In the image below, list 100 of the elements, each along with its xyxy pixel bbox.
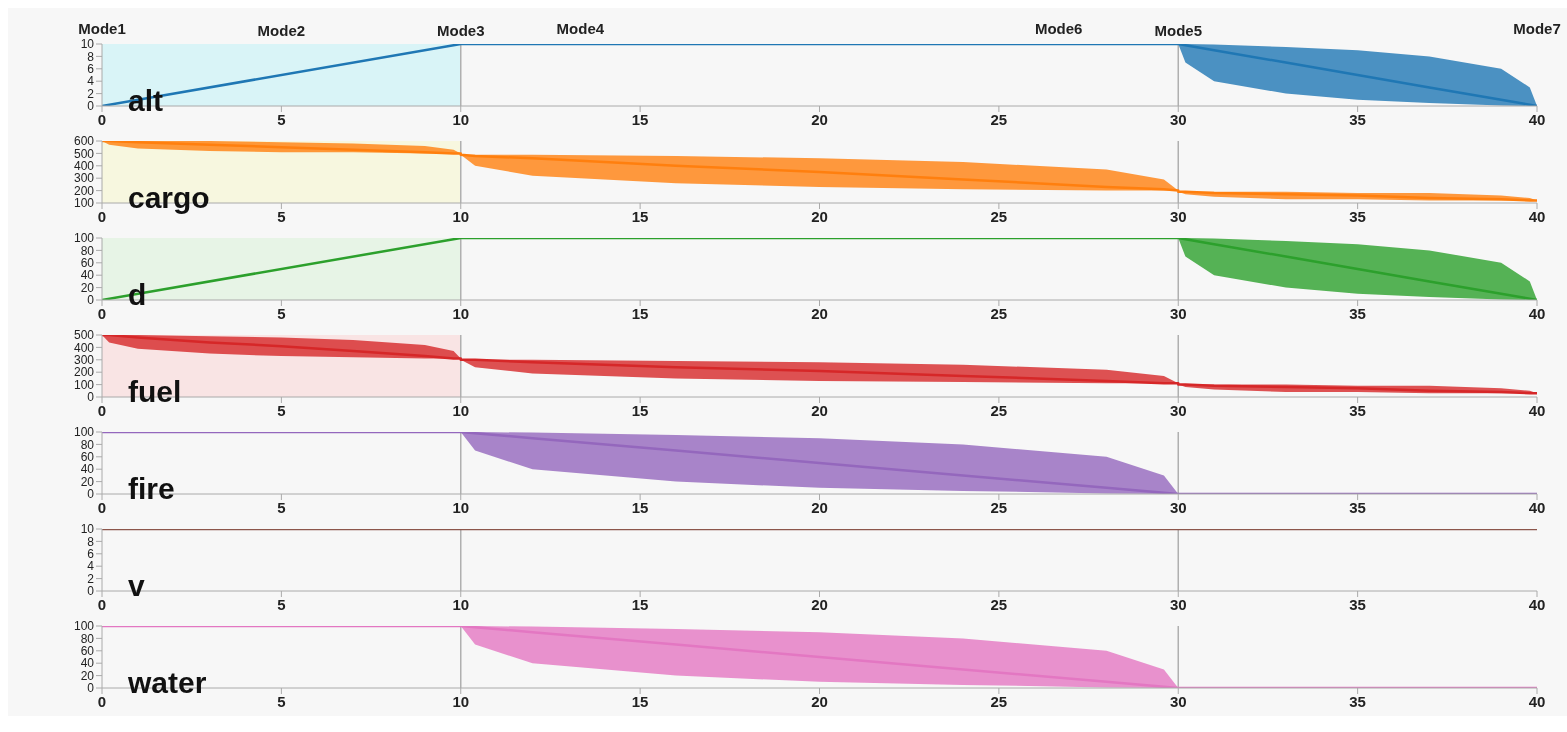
y-tick-label: 100 [73,377,95,392]
x-tick-label: 5 [277,304,286,322]
x-tick-label: 35 [1349,498,1366,516]
y-tick-label: 300 [73,171,95,186]
x-tick-label: 35 [1349,304,1366,322]
x-tick-label: 40 [1528,595,1546,613]
x-tick-label: 5 [277,110,286,128]
y-tick-label: 20 [80,668,95,683]
y-tick-label: 6 [87,547,95,562]
x-tick-label: 10 [452,110,470,128]
y-tick-label: 300 [73,353,95,368]
text: Mode4 [555,20,606,38]
x-tick-label: 15 [631,595,649,613]
y-tick-label: 2 [87,571,95,586]
y-tick-label: 100 [73,619,95,634]
y-tick-label: 400 [73,340,95,355]
x-tick-label: 40 [1528,304,1546,322]
x-tick-label: 20 [811,110,828,128]
y-tick-label: 500 [73,146,95,161]
y-tick-label: 0 [87,487,95,502]
y-tick-label: 400 [73,159,95,174]
x-tick-label: 35 [1349,595,1366,613]
x-tick-label: 10 [452,304,470,322]
x-tick-label: 20 [811,595,828,613]
y-tick-label: 8 [87,534,95,549]
y-tick-label: 8 [87,49,95,64]
x-tick-label: 25 [990,304,1008,322]
x-tick-label: 35 [1349,207,1366,225]
x-tick-label: 25 [990,401,1008,419]
text: water [128,666,207,699]
x-tick-label: 10 [452,692,470,710]
y-tick-label: 80 [80,631,95,646]
x-tick-label: 5 [277,498,286,516]
y-tick-label: 0 [87,584,95,599]
x-tick-label: 15 [631,304,649,322]
x-tick-label: 30 [1169,401,1187,419]
y-tick-label: 20 [80,474,95,489]
y-tick-label: 0 [87,390,95,405]
y-tick-label: 20 [80,280,95,295]
text: v [128,569,145,602]
x-tick-label: 30 [1169,595,1187,613]
text: fire [128,472,175,505]
y-tick-label: 60 [80,644,95,659]
y-tick-label: 600 [73,134,95,149]
x-tick-label: 15 [631,692,649,710]
x-tick-label: 25 [990,110,1008,128]
x-tick-label: 25 [990,207,1008,225]
y-tick-label: 60 [80,256,95,271]
text: Mode1 [77,20,127,38]
x-tick-label: 20 [811,207,828,225]
y-tick-label: 0 [87,293,95,308]
x-tick-label: 10 [452,595,470,613]
x-tick-label: 10 [452,401,470,419]
y-tick-label: 10 [80,522,95,537]
x-tick-label: 20 [811,401,828,419]
y-tick-label: 100 [73,231,95,246]
x-tick-label: 10 [452,207,470,225]
x-tick-label: 20 [811,498,828,516]
x-tick-label: 40 [1528,110,1546,128]
x-tick-label: 20 [811,304,828,322]
x-tick-label: 10 [452,498,470,516]
text: cargo [128,181,210,214]
x-tick-label: 40 [1528,207,1546,225]
y-tick-label: 4 [87,559,95,574]
y-tick-label: 40 [80,462,95,477]
band-label: Mode2 [257,22,306,39]
y-tick-label: 200 [73,365,95,380]
text: Mode6 [1033,20,1084,38]
x-tick-label: 30 [1169,692,1187,710]
x-tick-label: 20 [811,692,828,710]
x-tick-label: 5 [277,692,286,710]
y-tick-label: 80 [80,437,95,452]
x-tick-label: 15 [631,110,649,128]
y-tick-label: 40 [80,656,95,671]
y-tick-label: 100 [73,196,95,211]
y-tick-label: 2 [87,86,95,101]
text: fuel [128,375,182,408]
y-tick-label: 80 [80,243,95,258]
y-tick-label: 6 [87,62,95,77]
x-tick-label: 15 [631,498,649,516]
x-tick-label: 40 [1528,401,1546,419]
x-tick-label: 30 [1169,110,1187,128]
y-tick-label: 0 [87,681,95,696]
x-tick-label: 5 [277,207,286,225]
x-tick-label: 25 [990,692,1008,710]
y-tick-label: 40 [80,268,95,283]
x-tick-label: 25 [990,595,1008,613]
y-tick-label: 100 [73,425,95,440]
x-tick-label: 35 [1349,692,1366,710]
x-tick-label: 40 [1528,498,1546,516]
y-tick-label: 0 [87,99,95,114]
x-tick-label: 5 [277,595,286,613]
text: Mode7 [1512,20,1562,38]
y-tick-label: 60 [80,450,95,465]
x-tick-label: 40 [1528,692,1546,710]
x-tick-label: 30 [1169,498,1187,516]
x-tick-label: 15 [631,401,649,419]
y-tick-label: 4 [87,74,95,89]
x-tick-label: 30 [1169,207,1187,225]
x-tick-label: 5 [277,401,286,419]
